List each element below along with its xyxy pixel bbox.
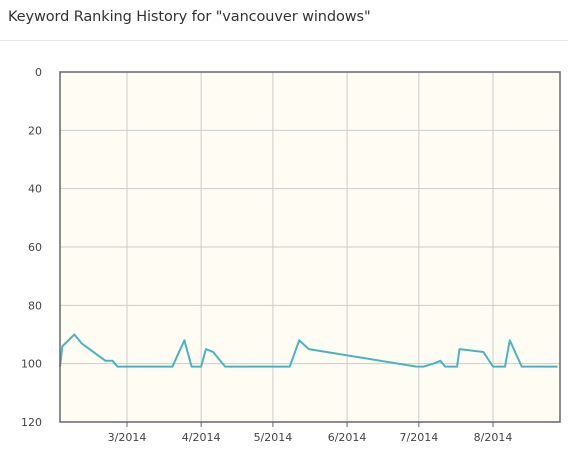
chart-title: Keyword Ranking History for "vancouver w…: [8, 9, 371, 25]
x-axis-ticks: 3/2014 4/2014 5/2014 6/2014 7/2014 8/2014: [108, 422, 513, 444]
chart-header: Keyword Ranking History for "vancouver w…: [0, 0, 568, 41]
x-tick-label: 8/2014: [474, 431, 513, 444]
series-layer: [59, 333, 558, 368]
y-tick-label: 0: [35, 66, 42, 79]
series-line: [59, 333, 558, 368]
y-tick-label: 100: [21, 358, 42, 371]
x-tick-label: 5/2014: [254, 431, 293, 444]
plot-area: [59, 71, 561, 423]
y-tick-label: 20: [28, 124, 42, 137]
y-gridlines: [60, 129, 560, 365]
x-tick-label: 3/2014: [108, 431, 147, 444]
x-tick-label: 4/2014: [182, 431, 221, 444]
y-tick-label: 60: [28, 241, 42, 254]
x-tick-label: 6/2014: [328, 431, 367, 444]
plot-frame: [59, 71, 561, 423]
y-axis-ticks: 0 20 40 60 80 100 120: [21, 66, 42, 429]
y-tick-label: 40: [28, 183, 42, 196]
y-tick-label: 120: [21, 416, 42, 429]
y-tick-label: 80: [28, 299, 42, 312]
x-tick-label: 7/2014: [400, 431, 439, 444]
